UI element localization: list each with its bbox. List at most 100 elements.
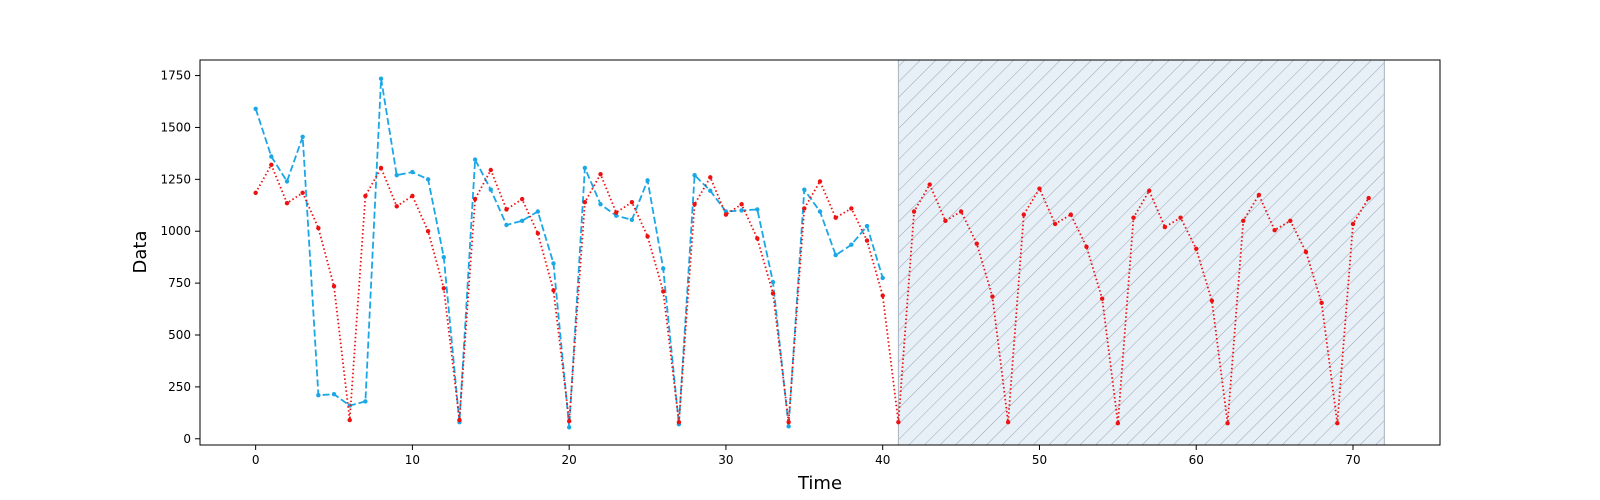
data-point-dashed <box>425 177 431 182</box>
data-point-dotted <box>1099 296 1105 301</box>
data-point-dotted <box>253 190 258 196</box>
data-point-dotted <box>1147 188 1152 193</box>
data-point-dashed <box>802 187 807 192</box>
data-point-dotted <box>1335 421 1340 426</box>
data-point-dashed <box>566 425 572 430</box>
data-point-dotted <box>441 286 446 291</box>
data-point-dashed <box>394 172 399 178</box>
data-point-dotted <box>802 206 807 211</box>
data-point-dotted <box>1194 246 1199 252</box>
shaded-region-edge <box>897 60 1385 445</box>
data-point-dotted <box>1288 218 1293 224</box>
data-point-dotted <box>864 238 870 243</box>
data-point-dotted <box>472 196 478 202</box>
data-point-dotted <box>284 201 290 206</box>
y-tick-label: 1750 <box>160 69 191 83</box>
data-point-dotted <box>1225 421 1230 426</box>
data-point-dotted <box>316 225 321 231</box>
data-point-dotted <box>1366 195 1371 201</box>
data-point-dashed <box>629 217 635 223</box>
data-point-dashed <box>284 179 290 184</box>
data-point-dotted <box>629 199 635 205</box>
data-point-dotted <box>817 179 823 184</box>
y-tick-label: 500 <box>168 328 191 342</box>
data-point-dashed <box>316 392 321 398</box>
y-tick-label: 250 <box>168 380 191 394</box>
y-tick-label: 1250 <box>160 172 191 186</box>
data-point-dotted <box>614 210 619 215</box>
data-point-dotted <box>676 419 682 425</box>
data-point-dashed <box>849 242 854 247</box>
data-point-dotted <box>896 419 901 425</box>
data-point-dotted <box>535 231 541 236</box>
y-tick-label: 1000 <box>160 224 191 238</box>
data-point-dotted <box>1021 212 1026 217</box>
x-axis-title: Time <box>797 473 842 494</box>
data-point-dashed <box>770 279 776 285</box>
data-point-dashed <box>614 213 619 218</box>
data-point-dashed <box>739 208 744 213</box>
data-point-dotted <box>1115 421 1121 426</box>
data-point-dashed <box>519 218 525 224</box>
data-point-dashed <box>786 424 791 429</box>
data-point-dashed <box>817 209 823 214</box>
data-point-dotted <box>1068 212 1074 217</box>
data-point-dotted <box>927 182 932 187</box>
data-point-dashed <box>363 399 368 404</box>
data-point-dotted <box>1005 419 1011 425</box>
data-point-dotted <box>1037 186 1042 191</box>
data-point-dotted <box>598 171 603 177</box>
data-point-dotted <box>410 193 415 199</box>
data-point-dotted <box>786 419 791 425</box>
plot-frame <box>199 59 1441 446</box>
data-point-dashed <box>645 178 650 183</box>
series-line-dashed <box>254 77 884 429</box>
data-point-dotted <box>425 229 431 234</box>
data-point-dotted <box>849 206 854 211</box>
data-point-dotted <box>708 175 713 180</box>
x-tick-label: 60 <box>1189 453 1204 467</box>
data-point-dotted <box>755 236 760 241</box>
data-point-dotted <box>378 165 384 171</box>
data-point-dashed <box>488 187 493 192</box>
data-point-dashed <box>378 76 384 81</box>
data-point-dotted <box>739 202 744 207</box>
data-point-dashed <box>582 165 588 171</box>
data-point-dotted <box>582 199 588 205</box>
x-tick-label: 40 <box>875 453 890 467</box>
data-point-dotted <box>974 241 979 246</box>
data-point-dashed <box>598 202 603 207</box>
data-point-dotted <box>990 294 995 299</box>
data-point-dashed <box>755 207 760 212</box>
data-point-dashed <box>880 275 885 281</box>
data-point-dotted <box>1209 298 1215 303</box>
x-tick-label: 30 <box>718 453 733 467</box>
data-point-dotted <box>943 218 948 224</box>
data-point-dotted <box>645 234 650 239</box>
data-point-dotted <box>1162 224 1168 230</box>
data-point-dashed <box>410 169 415 175</box>
y-axis-title: Data <box>130 231 151 274</box>
data-point-dotted <box>269 162 274 168</box>
data-point-dotted <box>457 417 462 423</box>
y-tick-label: 0 <box>183 432 191 446</box>
shaded-region-hatch <box>898 60 1385 445</box>
data-point-dotted <box>1084 244 1089 249</box>
data-point-dotted <box>958 209 964 214</box>
data-point-dotted <box>1052 221 1058 227</box>
data-point-dashed <box>253 106 258 111</box>
data-point-dashed <box>551 261 556 266</box>
data-point-dotted <box>519 196 525 202</box>
data-point-dotted <box>363 193 368 199</box>
data-point-dotted <box>880 293 885 298</box>
data-point-dashed <box>441 254 446 260</box>
x-tick-label: 50 <box>1032 453 1047 467</box>
data-point-dashed <box>833 252 838 258</box>
data-point-dashed <box>472 157 478 162</box>
data-point-dotted <box>661 289 666 294</box>
data-point-dotted <box>300 190 305 196</box>
y-tick-label: 1500 <box>160 120 191 134</box>
data-point-dashed <box>331 391 337 397</box>
data-point-dotted <box>504 207 509 212</box>
data-point-dotted <box>1350 221 1356 227</box>
